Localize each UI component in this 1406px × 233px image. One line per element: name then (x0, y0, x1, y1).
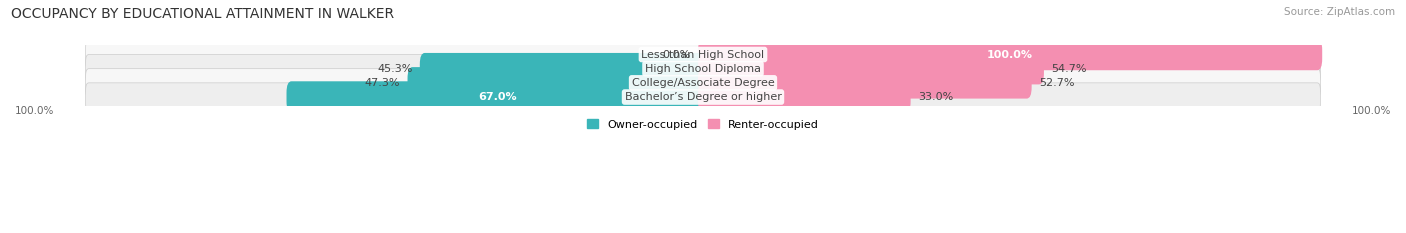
Legend: Owner-occupied, Renter-occupied: Owner-occupied, Renter-occupied (582, 115, 824, 134)
Text: 45.3%: 45.3% (377, 64, 412, 74)
Text: 67.0%: 67.0% (478, 92, 516, 102)
Text: 47.3%: 47.3% (364, 78, 401, 88)
FancyBboxPatch shape (287, 81, 707, 113)
FancyBboxPatch shape (699, 39, 1322, 70)
FancyBboxPatch shape (420, 53, 707, 84)
FancyBboxPatch shape (408, 67, 707, 99)
Text: 100.0%: 100.0% (1351, 106, 1391, 116)
Text: 100.0%: 100.0% (15, 106, 55, 116)
Text: College/Associate Degree: College/Associate Degree (631, 78, 775, 88)
FancyBboxPatch shape (86, 55, 1320, 83)
FancyBboxPatch shape (86, 69, 1320, 97)
Text: Bachelor’s Degree or higher: Bachelor’s Degree or higher (624, 92, 782, 102)
FancyBboxPatch shape (86, 83, 1320, 111)
Text: High School Diploma: High School Diploma (645, 64, 761, 74)
Text: 100.0%: 100.0% (987, 49, 1033, 59)
Text: 52.7%: 52.7% (1039, 78, 1074, 88)
FancyBboxPatch shape (699, 67, 1032, 99)
FancyBboxPatch shape (86, 40, 1320, 69)
Text: 0.0%: 0.0% (662, 49, 690, 59)
Text: Less than High School: Less than High School (641, 49, 765, 59)
FancyBboxPatch shape (699, 53, 1043, 84)
Text: Source: ZipAtlas.com: Source: ZipAtlas.com (1284, 7, 1395, 17)
Text: 33.0%: 33.0% (918, 92, 953, 102)
Text: OCCUPANCY BY EDUCATIONAL ATTAINMENT IN WALKER: OCCUPANCY BY EDUCATIONAL ATTAINMENT IN W… (11, 7, 394, 21)
FancyBboxPatch shape (699, 81, 911, 113)
Text: 54.7%: 54.7% (1052, 64, 1087, 74)
